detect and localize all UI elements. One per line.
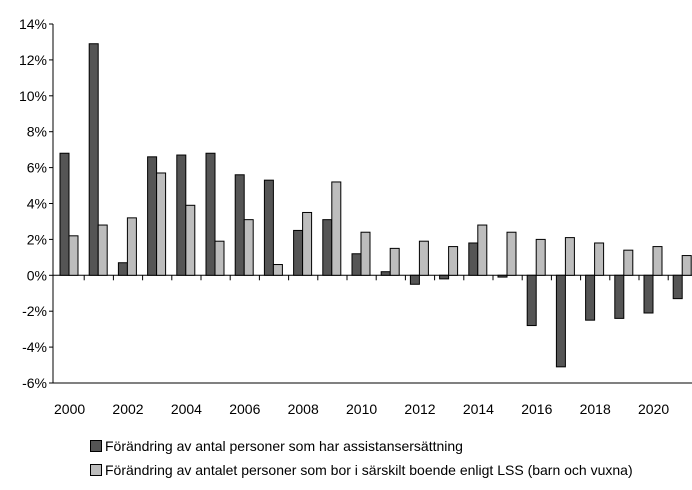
bar-series-2-2007 [272,264,283,276]
x-tick-label: 2020 [638,401,669,417]
bar-series-1-2015 [497,274,508,278]
y-axis: -6% -4% -2% 0% 2% 4% 6% 8% 10% 12% 14% [19,16,54,391]
bar-series-2-2017 [564,237,575,276]
bar-series-2-2002 [126,217,137,276]
bar-series-2-2015 [506,231,517,276]
y-tick-label: 14% [19,16,47,32]
bar-series-2-2006 [243,219,254,276]
bar-series-2-2001 [97,224,108,276]
x-tick-label: 2000 [54,401,85,417]
x-tick-label: 2004 [171,401,202,417]
bar-series-1-2009 [322,219,333,276]
bar-series-1-2020 [643,274,654,314]
bar-series-2-2000 [68,235,79,276]
bar-series-1-2016 [526,274,537,327]
bar-series-1-2021 [672,274,683,300]
bar-series-1-2011 [380,271,391,276]
y-tick-label: 2% [27,231,47,247]
bar-series-2-2013 [448,246,459,276]
bar-series-2-2008 [302,211,313,276]
y-tick-label: -2% [22,303,47,319]
bar-series-1-2003 [147,156,158,276]
legend-item-series-2: Förändring av antalet personer som bor i… [90,462,633,478]
y-tick-label: 12% [19,52,47,68]
x-axis: 2000 2002 2004 2006 2008 2010 2012 2014 2016 2018… [53,274,692,417]
bar-series-2-2005 [214,240,225,276]
x-tick-label: 2010 [346,401,377,417]
bar-series-1-2007 [263,179,274,276]
bar-series-2-2004 [185,204,196,276]
bar-series-1-2010 [351,253,362,276]
legend-item-series-1: Förändring av antal personer som har ass… [90,438,463,454]
x-tick-label: 2008 [288,401,319,417]
bar-series-1-2001 [88,43,99,276]
y-tick-label: 10% [19,88,47,104]
bar-series-1-2014 [468,242,479,276]
y-tick-label: 4% [27,196,47,212]
x-tick-label: 2014 [463,401,494,417]
bars [59,43,692,368]
bar-series-1-2017 [555,274,566,368]
bar-series-2-2009 [331,181,342,276]
bar-series-1-2004 [176,154,187,276]
bar-series-1-2006 [234,174,245,276]
y-tick-label: -4% [22,339,47,355]
bar-series-2-2020 [652,246,663,276]
bar-series-1-2005 [205,152,216,276]
bar-series-1-2012 [409,274,420,285]
bar-series-2-2021 [681,255,692,276]
x-tick-label: 2018 [580,401,611,417]
y-tick-label: 6% [27,160,47,176]
y-tick-label: 8% [27,124,47,140]
bar-series-2-2011 [389,247,400,276]
legend-swatch-series-1 [90,440,102,452]
bar-series-2-2014 [477,224,488,276]
bar-series-2-2010 [360,231,371,276]
legend-label-series-2: Förändring av antalet personer som bor i… [105,462,633,478]
bar-series-1-2000 [59,152,70,276]
bar-series-1-2013 [439,274,450,280]
y-tick-label: 0% [27,267,47,283]
bar-series-2-2003 [156,172,167,276]
x-tick-label: 2012 [404,401,435,417]
bar-series-2-2012 [418,240,429,276]
bar-series-2-2018 [594,242,605,276]
legend-swatch-series-2 [90,464,102,476]
bar-series-1-2018 [585,274,596,321]
y-tick-label: -6% [22,375,47,391]
x-tick-label: 2002 [112,401,143,417]
bar-series-1-2002 [117,262,128,276]
x-tick-label: 2006 [229,401,260,417]
bar-series-1-2019 [614,274,625,319]
bar-series-1-2008 [293,229,304,276]
legend-label-series-1: Förändring av antal personer som har ass… [105,438,463,454]
bar-series-2-2016 [535,238,546,276]
x-tick-label: 2016 [521,401,552,417]
bar-series-2-2019 [623,249,634,276]
